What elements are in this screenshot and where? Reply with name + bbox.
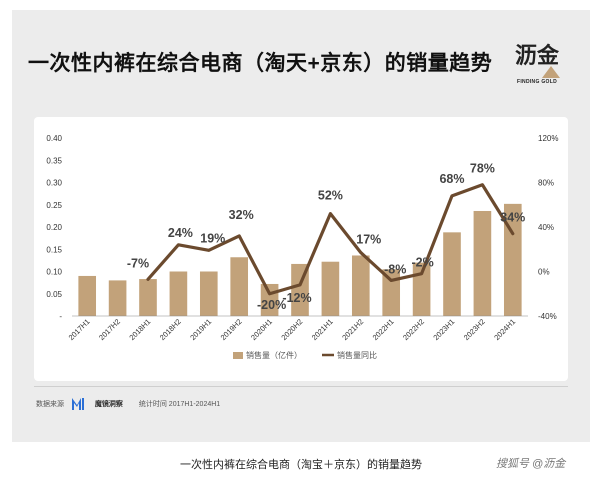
legend-bar-label: 销售量（亿件） bbox=[246, 350, 302, 360]
yoy-data-label: 32% bbox=[229, 208, 254, 222]
source-brand: 魔镜洞察 bbox=[94, 401, 123, 408]
bar bbox=[351, 255, 370, 316]
x-tick-label: 2021H1 bbox=[310, 317, 335, 342]
yoy-data-label: -2% bbox=[411, 256, 433, 270]
y-right-tick-label: -40% bbox=[538, 312, 557, 321]
x-tick-label: 2018H2 bbox=[158, 317, 183, 342]
yoy-data-label: 17% bbox=[356, 233, 381, 247]
bar bbox=[473, 210, 492, 316]
yoy-data-label: -12% bbox=[282, 291, 311, 305]
footer: 数据来源 魔镜洞察 统计时间 2017H1-2024H1 bbox=[36, 398, 220, 414]
y-left-tick-label: 0.05 bbox=[46, 290, 62, 299]
x-tick-label: 2024H1 bbox=[492, 317, 517, 342]
y-left-tick-label: 0.35 bbox=[46, 156, 62, 165]
y-right-tick-label: 80% bbox=[538, 179, 554, 188]
x-tick-label: 2021H2 bbox=[340, 317, 365, 342]
brand-logo: 沥金 FINDING GOLD bbox=[506, 38, 568, 92]
yoy-data-label: -8% bbox=[384, 262, 406, 276]
y-left-tick-label: 0.15 bbox=[46, 245, 62, 254]
yoy-data-label: -20% bbox=[257, 298, 286, 312]
legend-line-label: 销售量同比 bbox=[337, 350, 377, 360]
bar bbox=[139, 279, 157, 316]
watermark: 搜狐号 @沥金 bbox=[496, 458, 566, 470]
y-left-tick-label: 0.20 bbox=[46, 223, 62, 232]
yoy-data-label: 68% bbox=[439, 172, 464, 186]
logo-triangle-icon bbox=[542, 66, 560, 78]
logo-text: 沥金 bbox=[514, 43, 559, 68]
y-right-tick-label: 40% bbox=[538, 223, 554, 232]
footer-divider bbox=[34, 386, 568, 387]
legend-bar-swatch bbox=[233, 352, 243, 359]
x-tick-label: 2023H1 bbox=[431, 317, 456, 342]
image-caption: 一次性内裤在综合电商（淘宝＋京东）的销量趋势 bbox=[180, 459, 422, 471]
bar bbox=[230, 257, 249, 316]
x-tick-label: 2022H2 bbox=[401, 317, 426, 342]
logo-subtitle: FINDING GOLD bbox=[517, 79, 557, 85]
bar bbox=[169, 271, 188, 316]
x-tick-label: 2022H1 bbox=[371, 317, 396, 342]
x-tick-label: 2020H2 bbox=[279, 317, 304, 342]
stat-period: 统计时间 2017H1-2024H1 bbox=[138, 401, 221, 408]
x-tick-label: 2023H2 bbox=[462, 317, 487, 342]
mirror-logo-icon bbox=[71, 398, 84, 410]
x-tick-label: 2018H1 bbox=[127, 317, 152, 342]
yoy-data-label: 78% bbox=[470, 162, 495, 176]
x-tick-label: 2020H1 bbox=[249, 317, 274, 342]
source-label: 数据来源 bbox=[36, 401, 64, 408]
yoy-data-label: 24% bbox=[168, 226, 193, 240]
y-left-tick-label: 0.40 bbox=[46, 134, 62, 143]
bar bbox=[108, 280, 127, 316]
y-left-tick-label: 0.25 bbox=[46, 201, 62, 210]
y-left-tick-label: 0.10 bbox=[46, 268, 62, 277]
bar bbox=[199, 271, 218, 316]
x-tick-label: 2019H1 bbox=[188, 317, 213, 342]
x-tick-label: 2019H2 bbox=[219, 317, 244, 342]
y-left-tick-label: 0.30 bbox=[46, 179, 62, 188]
y-left-tick-label: - bbox=[59, 312, 62, 321]
bar bbox=[321, 261, 340, 316]
x-tick-label: 2017H1 bbox=[67, 317, 92, 342]
y-right-tick-label: 0% bbox=[538, 268, 550, 277]
y-right-tick-label: 120% bbox=[538, 134, 558, 143]
bar bbox=[503, 203, 522, 316]
bar bbox=[443, 232, 461, 316]
chart-title: 一次性内裤在综合电商（淘天+京东）的销量趋势 bbox=[28, 52, 493, 75]
x-tick-label: 2017H2 bbox=[97, 317, 122, 342]
bar bbox=[78, 275, 97, 316]
yoy-data-label: 52% bbox=[318, 189, 343, 203]
yoy-data-label: 34% bbox=[500, 211, 525, 225]
yoy-data-label: 19% bbox=[200, 231, 225, 245]
yoy-line bbox=[146, 183, 515, 296]
yoy-data-label: -7% bbox=[127, 256, 149, 270]
